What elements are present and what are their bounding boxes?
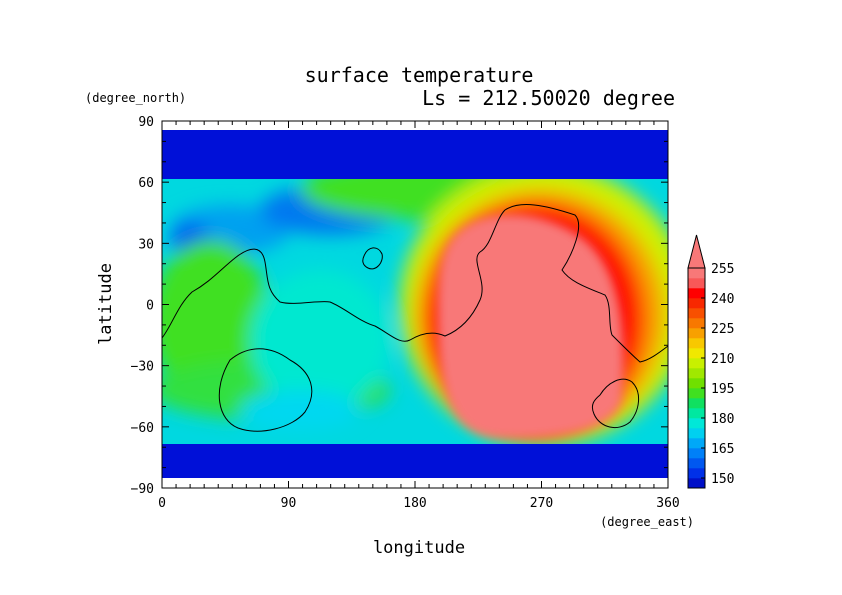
region-hot-core <box>437 214 624 439</box>
colorbar-label: 150 <box>711 472 734 487</box>
colorbar-label: 180 <box>711 412 734 427</box>
colorbar-label: 165 <box>711 442 734 457</box>
colorbar-label: 240 <box>711 292 734 307</box>
colorbar-swatch <box>688 448 705 459</box>
colorbar-swatch <box>688 438 705 449</box>
colorbar-swatch <box>688 418 705 429</box>
topography-contour-volcano <box>362 247 383 270</box>
x-axis: 0 90 180 270 360 <box>158 121 680 511</box>
colorbar-label: 255 <box>711 262 734 277</box>
colorbar-frame <box>687 267 706 489</box>
x-tick-label: 270 <box>530 496 553 511</box>
colorbar-swatch <box>688 358 705 369</box>
colorbar-swatch <box>688 468 705 479</box>
temperature-field <box>162 121 668 488</box>
y-tick-label: 0 <box>146 299 154 314</box>
region-cyan-south <box>240 390 360 430</box>
colorbar-swatch <box>688 288 705 299</box>
field-hot-core <box>437 214 624 439</box>
colorbar-swatch <box>688 408 705 419</box>
y-tick-label: 90 <box>138 115 154 130</box>
topography-contour-main <box>162 204 668 363</box>
colorbar-swatch <box>688 458 705 469</box>
colorbar-swatch <box>688 268 705 279</box>
colorbar-swatch <box>688 388 705 399</box>
colorbar-swatch <box>688 348 705 359</box>
y-tick-label: −60 <box>131 421 154 436</box>
x-tick-label: 90 <box>281 496 297 511</box>
x-tick-label: 360 <box>656 496 679 511</box>
x-tick-label: 180 <box>403 496 426 511</box>
colorbar-swatch <box>688 428 705 439</box>
topography-contour-west-basin <box>218 348 313 432</box>
y-tick-label: 60 <box>138 176 154 191</box>
region-green-west <box>162 240 270 400</box>
colorbar-swatch <box>688 368 705 379</box>
colorbar-swatch <box>688 308 705 319</box>
north-polar-cap <box>162 121 668 179</box>
colorbar-label: 195 <box>711 382 734 397</box>
topography-contour-east-basin <box>591 378 639 429</box>
chart-title: surface temperature <box>305 63 534 87</box>
region-cyan-mid <box>250 270 390 410</box>
y-units-label: (degree_north) <box>85 91 186 105</box>
colorbar-extend-max <box>687 234 706 269</box>
colorbar-swatch <box>688 398 705 409</box>
colorbar-swatch <box>688 278 705 289</box>
colorbar-swatch <box>688 298 705 309</box>
x-units-label: (degree_east) <box>600 515 694 529</box>
y-tick-label: −30 <box>131 360 154 375</box>
chart-subtitle: Ls = 212.50020 degree <box>422 86 675 110</box>
colorbar-swatch <box>688 318 705 329</box>
colorbar: 150 165 180 195 210 225 240 255 <box>687 234 734 489</box>
colorbar-swatch <box>688 478 705 489</box>
y-tick-label: 30 <box>138 237 154 252</box>
y-axis-label: latitude <box>96 263 116 345</box>
colorbar-swatch <box>688 378 705 389</box>
colorbar-swatch <box>688 328 705 339</box>
x-axis-label: longitude <box>373 538 465 558</box>
colorbar-label: 210 <box>711 352 734 367</box>
y-tick-label: −90 <box>131 482 154 497</box>
colorbar-label: 225 <box>711 322 734 337</box>
colorbar-swatch <box>688 338 705 349</box>
y-axis: 90 60 30 0 −30 −60 −90 <box>131 115 668 497</box>
x-tick-label: 0 <box>158 496 166 511</box>
